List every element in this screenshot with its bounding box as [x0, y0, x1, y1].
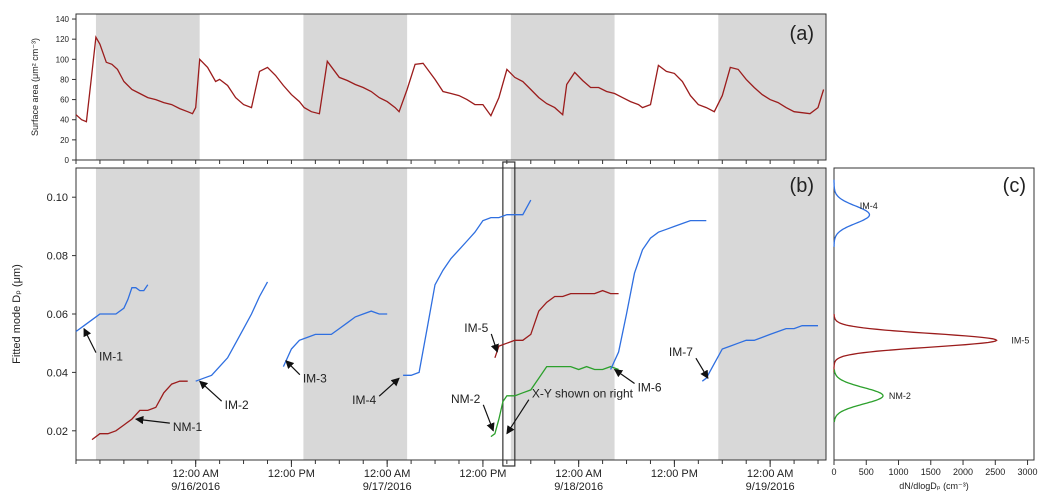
panel-c-xtick-label: 3000 — [1018, 467, 1038, 477]
panel-b-xtick-sublabel: 9/19/2016 — [746, 481, 795, 492]
panel-b-xtick-sublabel: 9/17/2016 — [363, 481, 412, 492]
panel-b-annotation-label: IM-6 — [638, 380, 662, 394]
panel-b-annotation-label: IM-4 — [352, 393, 376, 407]
panel-b-annotation-arrow — [135, 415, 170, 425]
panel-b-series-im-6 — [610, 219, 707, 370]
panel-b-xtick-label: 12:00 PM — [459, 468, 506, 480]
panel-a-ytick-label: 140 — [56, 15, 70, 24]
panel-b-series-im-3 — [282, 310, 388, 367]
panel-a-ytick-label: 0 — [65, 156, 70, 165]
panel-b-ylabel: Fitted mode Dₚ (μm) — [11, 264, 23, 364]
panel-a-night-shade-2 — [303, 14, 408, 160]
panel-b-series-im-2 — [195, 281, 269, 382]
panel-b-series-im-5 — [494, 289, 619, 359]
panel-b-xtick-label: 12:00 PM — [651, 468, 698, 480]
panel-a-night-shade-1 — [95, 14, 200, 160]
panel-b-annotation-label: IM-5 — [464, 321, 488, 335]
panel-a-ytick-label: 60 — [60, 96, 69, 105]
panel-b-annotation-label: IM-1 — [99, 350, 123, 364]
panel-c-xtick-label: 2000 — [953, 467, 973, 477]
panel-a-label: (a) — [790, 23, 814, 45]
panel-b-ytick-label: 0.08 — [47, 251, 68, 263]
panel-c-xtick-label: 1500 — [921, 467, 941, 477]
panel-c-frame — [833, 167, 1035, 461]
panel-c-xtick-label: 500 — [859, 467, 874, 477]
panel-b-xtick-label: 12:00 PM — [268, 468, 315, 480]
panel-c-xlabel: dN/dlogDₚ (cm⁻³) — [899, 481, 969, 491]
panel-b-xtick-label: 12:00 AM — [364, 468, 410, 480]
panel-c-xtick-label: 1000 — [889, 467, 909, 477]
panel-b-highlight-window — [502, 161, 516, 467]
panel-b-xtick-sublabel: 9/18/2016 — [554, 481, 603, 492]
panel-a-ylabel: Surface area (μm² cm⁻³) — [30, 38, 40, 136]
panel-b-night-shade-2 — [303, 168, 408, 460]
panel-b-annotation-arrow — [199, 380, 223, 402]
panel-b-annotation-arrow — [482, 404, 495, 432]
panel-a-series-line — [75, 35, 825, 123]
panel-a-night-shade-4 — [718, 14, 826, 160]
panel-b-annotation-label: IM-3 — [303, 372, 327, 386]
panel-b-annotation-arrow — [613, 368, 635, 384]
panel-c-series-label: NM-2 — [889, 391, 911, 401]
panel-c-series-im-5 — [833, 314, 998, 373]
panel-b-ytick-label: 0.06 — [47, 309, 68, 321]
panel-b-annotation-arrow — [378, 377, 400, 397]
panel-a-ytick-label: 100 — [56, 55, 70, 64]
panel-a-ytick-label: 20 — [60, 136, 69, 145]
panel-b-annotation-label: NM-2 — [451, 392, 481, 406]
panel-b-annotation-label: IM-2 — [225, 398, 249, 412]
panel-b-night-shade-3 — [510, 168, 615, 460]
panel-c-series-im-4 — [833, 179, 871, 247]
panel-a-ytick-label: 120 — [56, 35, 70, 44]
panel-b-ytick-label: 0.02 — [47, 426, 68, 438]
panel-b-ytick-label: 0.10 — [47, 192, 68, 204]
panel-b-night-shade-4 — [718, 168, 826, 460]
panel-b-label: (b) — [790, 175, 814, 197]
panel-b-ytick-label: 0.04 — [47, 367, 68, 379]
panel-b-series-im-7 — [701, 325, 818, 382]
panel-c-xtick-label: 2500 — [985, 467, 1005, 477]
panel-b-annotation-arrow — [490, 333, 499, 353]
panel-b-xtick-label: 12:00 AM — [747, 468, 793, 480]
panel-b-annotation-arrow — [285, 360, 301, 376]
panel-b-annotation-label: X-Y shown on right — [532, 387, 634, 401]
panel-b-annotation-arrow — [506, 399, 530, 435]
panel-b-xtick-label: 12:00 AM — [172, 468, 218, 480]
panel-b-annotation-label: IM-7 — [669, 345, 693, 359]
panel-b-series-nm-2 — [490, 365, 619, 438]
panel-b-series-im-1 — [75, 284, 149, 333]
panel-c-series-label: IM-5 — [1011, 335, 1029, 345]
panel-b-series-im-4 — [403, 199, 532, 376]
panel-c-xtick-label: 0 — [831, 467, 836, 477]
panel-b-xtick-label: 12:00 AM — [555, 468, 601, 480]
panel-b-series-nm-1 — [91, 380, 188, 441]
panel-b-annotation-arrow — [695, 357, 709, 379]
panel-c-series-label: IM-4 — [860, 201, 878, 211]
panel-a-ytick-label: 80 — [60, 75, 69, 84]
panel-b-xtick-sublabel: 9/16/2016 — [171, 481, 220, 492]
panel-a-ytick-label: 40 — [60, 116, 69, 125]
panel-b-annotation-arrow — [83, 327, 97, 353]
panel-a-frame — [75, 13, 827, 161]
panel-b-annotation-label: NM-1 — [173, 420, 203, 434]
panel-c-series-nm-2 — [833, 369, 884, 423]
panel-c-label: (c) — [1003, 175, 1026, 197]
